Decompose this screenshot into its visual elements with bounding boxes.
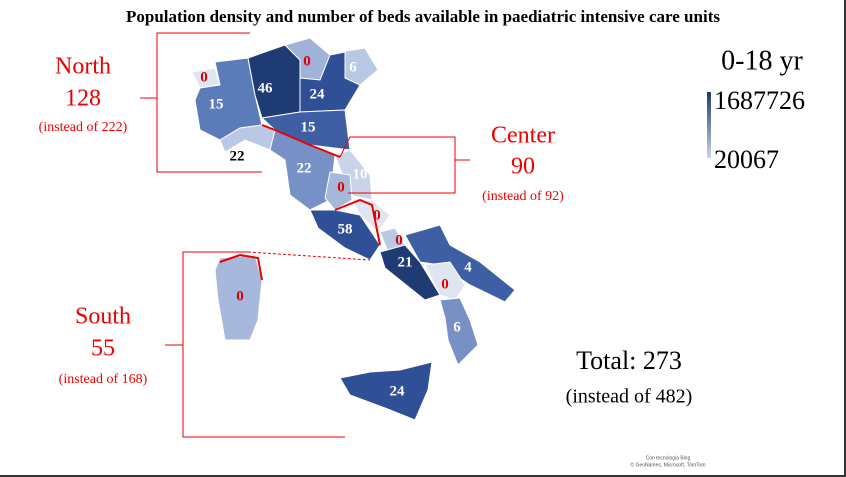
area-note: (instead of 168) [59, 372, 148, 387]
area-beds: 90 [511, 154, 535, 180]
region-beds: 15 [209, 96, 224, 112]
total-note: (instead of 482) [566, 386, 693, 408]
region-beds: 10 [353, 166, 368, 182]
region-beds: 46 [258, 80, 274, 96]
region [404, 224, 516, 303]
border-line [334, 198, 381, 246]
region-beds: 0 [441, 276, 449, 292]
area-name: South [75, 304, 131, 330]
border-line [219, 253, 263, 281]
title: Population density and number of beds av… [126, 7, 720, 26]
region [214, 254, 263, 341]
border-line [261, 124, 341, 158]
brackets [140, 32, 470, 438]
area-note: (instead of 92) [482, 189, 564, 204]
region-beds: 0 [337, 179, 345, 195]
region-beds: 15 [301, 119, 316, 135]
region-beds: 0 [236, 288, 244, 304]
legend-min: 20067 [714, 145, 779, 174]
area-name: Center [491, 123, 555, 149]
region-beds: 22 [230, 148, 245, 164]
legend-max: 1687726 [714, 86, 805, 115]
region-beds: 24 [390, 383, 406, 399]
region-beds: 24 [310, 86, 326, 102]
region [439, 297, 479, 366]
region-beds: 21 [398, 254, 413, 270]
total: Total: 273 [576, 346, 682, 375]
area-summaries: North 128 (instead of 222) Center 90 (in… [39, 54, 564, 388]
region [324, 171, 353, 211]
region-beds: 58 [338, 221, 353, 237]
area-note: (instead of 222) [39, 120, 128, 135]
region [351, 199, 391, 233]
region-beds: 0 [200, 69, 208, 85]
region-beds: 22 [297, 160, 312, 176]
area-name: North [55, 54, 111, 80]
region [379, 244, 441, 301]
region-beds: 0 [395, 232, 403, 248]
region-beds: 4 [464, 259, 472, 275]
region-beds: 0 [303, 53, 311, 69]
legend-label: 0-18 yr [721, 45, 803, 76]
credit: Con tecnologia Bing [646, 455, 691, 461]
credit: © GeoNames, Microsoft, TomTom [631, 461, 706, 468]
region-beds: 6 [349, 59, 357, 75]
region-beds: 0 [373, 207, 381, 223]
region [309, 209, 381, 261]
region [424, 261, 466, 301]
area-beds: 128 [65, 86, 101, 112]
area-beds: 55 [91, 336, 115, 362]
legend-gradient [707, 92, 711, 158]
region [339, 361, 433, 421]
region-beds: 6 [453, 319, 461, 335]
italy-map [191, 37, 516, 421]
